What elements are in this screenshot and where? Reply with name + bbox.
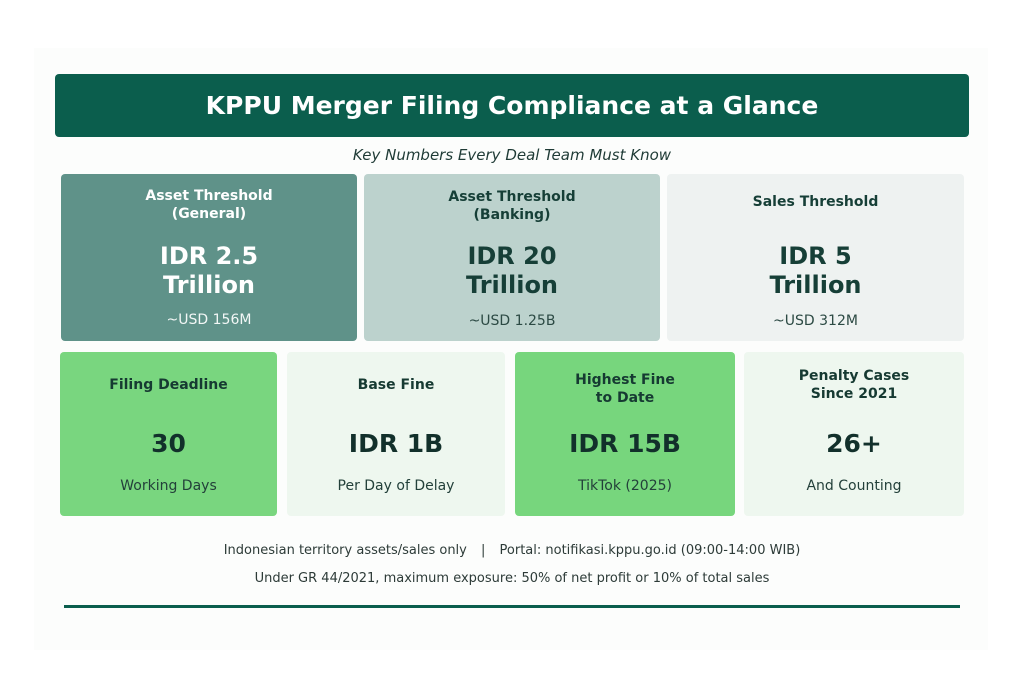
card-value-line: IDR 20 bbox=[467, 242, 557, 270]
card-label-line: (General) bbox=[171, 206, 247, 222]
asset-threshold-banking-card: Asset Threshold (Banking) IDR 20 Trillio… bbox=[364, 174, 660, 341]
card-value-line: Trillion bbox=[162, 271, 256, 299]
card-value: IDR 1B bbox=[348, 429, 444, 458]
page-title: KPPU Merger Filing Compliance at a Glanc… bbox=[205, 91, 819, 120]
card-note: And Counting bbox=[806, 478, 902, 494]
card-value-line: IDR 2.5 bbox=[159, 242, 259, 270]
card-label: Filing Deadline bbox=[109, 377, 228, 393]
footer-line-1: Indonesian territory assets/sales only |… bbox=[0, 543, 1024, 558]
card-label-line: Since 2021 bbox=[810, 386, 898, 402]
footer-scope-text: Indonesian territory assets/sales only bbox=[223, 543, 467, 558]
card-label-line: Highest Fine bbox=[575, 372, 675, 388]
card-label-line: to Date bbox=[595, 390, 655, 406]
card-value-line: Trillion bbox=[769, 271, 862, 299]
card-value: IDR 20 Trillion bbox=[364, 242, 660, 300]
card-label: Asset Threshold (General) bbox=[61, 187, 357, 223]
card-label-line: (Banking) bbox=[473, 207, 551, 223]
sales-threshold-card: Sales Threshold IDR 5 Trillion ~USD 312M bbox=[667, 174, 964, 341]
card-label: Penalty Cases Since 2021 bbox=[744, 367, 964, 403]
card-value: 30 bbox=[151, 429, 186, 458]
page-subtitle: Key Numbers Every Deal Team Must Know bbox=[352, 146, 672, 164]
footer-line-2: Under GR 44/2021, maximum exposure: 50% … bbox=[254, 571, 770, 586]
bottom-divider bbox=[64, 605, 960, 608]
filing-deadline-card: Filing Deadline 30 Working Days bbox=[60, 352, 277, 516]
card-value: IDR 2.5 Trillion bbox=[61, 242, 357, 300]
infographic-background bbox=[34, 48, 988, 650]
card-label: Sales Threshold bbox=[667, 193, 964, 211]
card-label: Highest Fine to Date bbox=[515, 371, 735, 407]
asset-threshold-general-card: Asset Threshold (General) IDR 2.5 Trilli… bbox=[61, 174, 357, 341]
card-label: Base Fine bbox=[357, 377, 435, 393]
card-note: ~USD 1.25B bbox=[468, 313, 556, 329]
card-value-line: IDR 5 bbox=[779, 242, 852, 270]
card-label-line: Penalty Cases bbox=[798, 368, 910, 384]
card-value: IDR 15B bbox=[569, 429, 681, 458]
card-label-line: Asset Threshold bbox=[448, 189, 576, 205]
card-value-line: Trillion bbox=[465, 271, 559, 299]
card-value: 26+ bbox=[826, 429, 882, 458]
card-label-line: Asset Threshold bbox=[145, 188, 273, 204]
penalty-cases-card: Penalty Cases Since 2021 26+ And Countin… bbox=[744, 352, 964, 516]
card-label: Asset Threshold (Banking) bbox=[364, 188, 660, 224]
card-value: IDR 5 Trillion bbox=[667, 242, 964, 300]
card-note: ~USD 156M bbox=[166, 312, 252, 328]
base-fine-card: Base Fine IDR 1B Per Day of Delay bbox=[287, 352, 505, 516]
card-label-line: Sales Threshold bbox=[752, 194, 879, 210]
highest-fine-card: Highest Fine to Date IDR 15B TikTok (202… bbox=[515, 352, 735, 516]
footer-portal-text: Portal: notifikasi.kppu.go.id (09:00-14:… bbox=[499, 543, 801, 558]
card-note: TikTok (2025) bbox=[578, 478, 672, 494]
card-note: Per Day of Delay bbox=[337, 478, 455, 494]
footer-separator: | bbox=[481, 543, 486, 558]
title-banner: KPPU Merger Filing Compliance at a Glanc… bbox=[55, 74, 969, 137]
card-note: ~USD 312M bbox=[773, 313, 858, 329]
card-note: Working Days bbox=[120, 478, 217, 494]
